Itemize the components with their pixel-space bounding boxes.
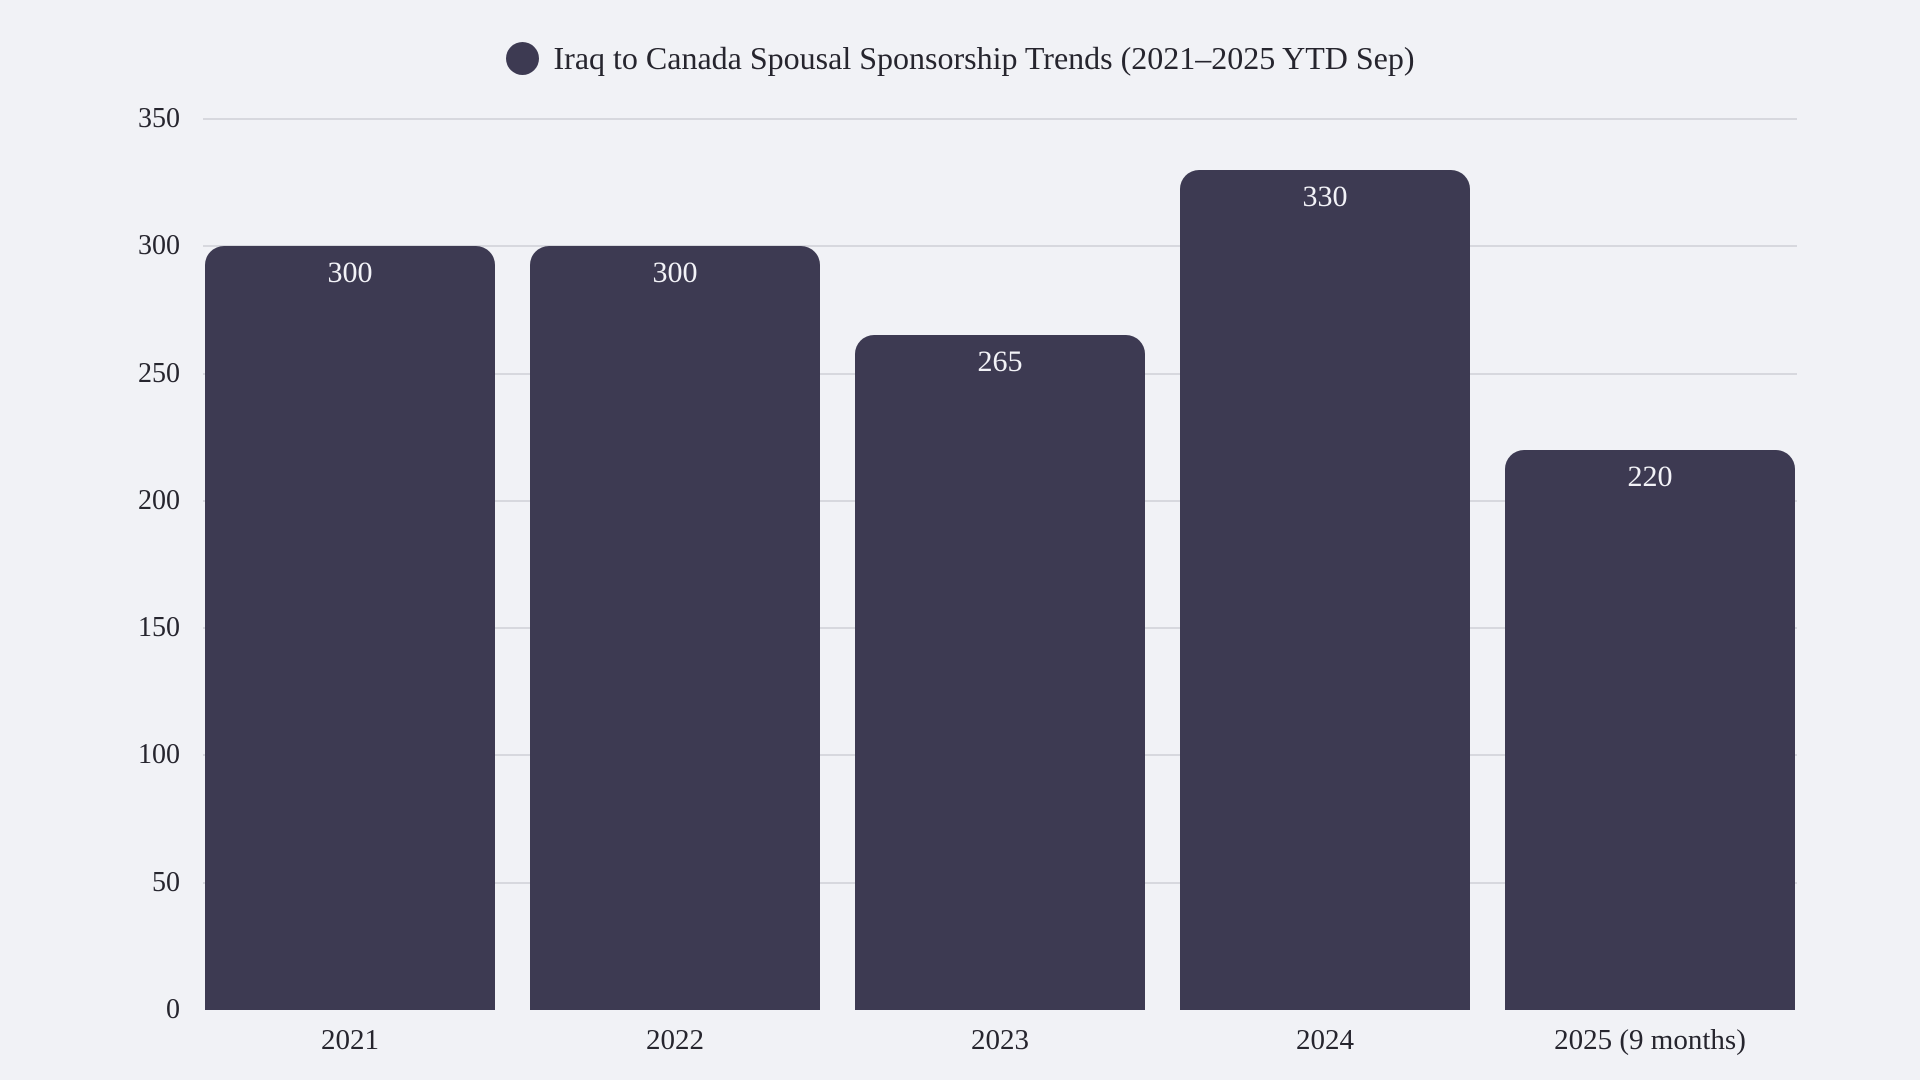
bar-value-label: 300 (327, 256, 373, 290)
y-tick-label-50: 50 (152, 866, 180, 898)
x-tick-label-2024: 2024 (1296, 1024, 1354, 1056)
y-tick-label-250: 250 (138, 357, 180, 389)
x-tick-label-2025 (9 months): 2025 (9 months) (1554, 1024, 1746, 1056)
x-tick-label-2023: 2023 (971, 1024, 1029, 1056)
bar-2025 (9 months)[interactable]: 220 (1505, 449, 1795, 1010)
bar-value-label: 265 (977, 345, 1023, 379)
y-tick-label-150: 150 (138, 612, 180, 644)
y-tick-label-200: 200 (138, 484, 180, 516)
x-tick-label-2021: 2021 (321, 1024, 379, 1056)
bar-value-label: 220 (1627, 459, 1673, 493)
y-tick-label-350: 350 (138, 103, 180, 134)
bar-value-label: 300 (652, 256, 698, 290)
chart-legend[interactable]: Iraq to Canada Spousal Sponsorship Trend… (0, 34, 1920, 82)
gridline-350 (203, 118, 1797, 120)
chart-title: Iraq to Canada Spousal Sponsorship Trend… (553, 40, 1415, 76)
bar-value-label: 330 (1302, 179, 1348, 213)
bar-2023[interactable]: 265 (855, 335, 1145, 1010)
bar-2021[interactable]: 300 (205, 246, 495, 1010)
y-tick-label-0: 0 (166, 994, 180, 1025)
x-tick-label-2022: 2022 (646, 1024, 704, 1056)
y-tick-label-300: 300 (138, 230, 180, 262)
y-tick-label-100: 100 (138, 739, 180, 771)
bar-2024[interactable]: 330 (1180, 169, 1470, 1010)
gridline-300 (203, 245, 1797, 248)
bar-2022[interactable]: 300 (530, 246, 820, 1010)
legend-marker-icon (505, 41, 539, 75)
